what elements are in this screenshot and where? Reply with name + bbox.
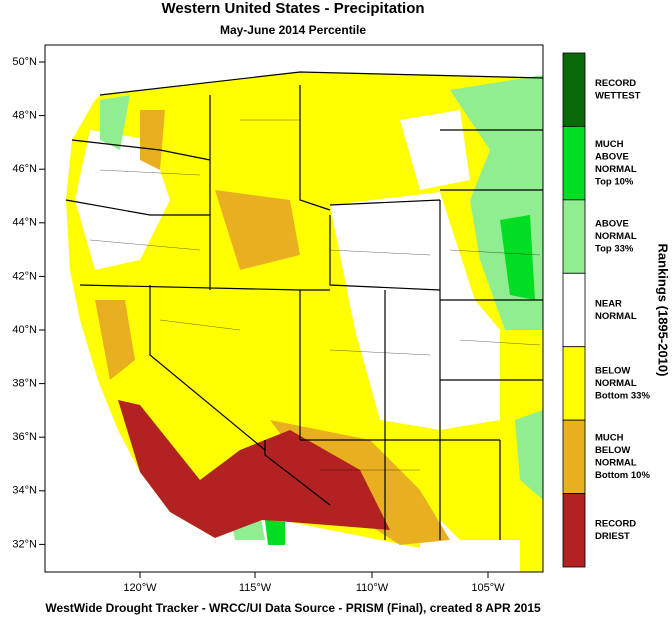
- footer: WestWide Drought Tracker - WRCC/UI Data …: [45, 601, 541, 615]
- legend-swatch: [562, 272, 586, 348]
- legend-label: BELOW: [595, 365, 630, 376]
- legend-label: RECORD: [595, 78, 636, 89]
- lat-label: 32°N: [12, 538, 37, 550]
- lon-label: 115°W: [239, 582, 272, 594]
- subtitle: May-June 2014 Percentile: [220, 23, 366, 37]
- lat-label: 34°N: [12, 485, 37, 497]
- longitude-axis: 120°W 115°W 110°W 105°W: [123, 572, 505, 594]
- legend-label: Bottom 33%: [595, 390, 650, 401]
- lat-label: 50°N: [12, 56, 37, 68]
- title: Western United States - Precipitation: [161, 0, 424, 17]
- legend-label: NORMAL: [595, 311, 637, 322]
- lat-label: 38°N: [12, 378, 37, 390]
- legend-label: Top 33%: [595, 244, 634, 255]
- latitude-axis: 50°N 48°N 46°N 44°N 42°N 40°N 38°N 36°N 34°N 32°N: [12, 56, 45, 550]
- legend-label: DRIEST: [595, 531, 630, 542]
- lat-label: 44°N: [12, 217, 37, 229]
- lon-label: 105°W: [471, 582, 505, 594]
- legend-label: RECORD: [595, 519, 636, 530]
- legend-label: MUCH: [595, 433, 624, 444]
- legend-label: WETTEST: [595, 90, 641, 101]
- legend-swatch: [562, 52, 586, 127]
- lon-label: 110°W: [356, 582, 389, 594]
- legend-label: NEAR: [595, 298, 622, 309]
- legend-swatch: [562, 199, 586, 274]
- legend-label: MUCH: [595, 139, 624, 150]
- legend-label: NORMAL: [595, 458, 637, 469]
- legend-label: NORMAL: [595, 378, 637, 389]
- lon-label: 120°W: [123, 582, 157, 594]
- lat-label: 40°N: [12, 324, 37, 336]
- legend-title: Rankings (1895-2010): [656, 244, 671, 377]
- lat-label: 42°N: [12, 270, 37, 282]
- legend-swatch: [562, 493, 586, 568]
- lat-label: 48°N: [12, 110, 37, 122]
- legend-label: BELOW: [595, 445, 630, 456]
- map-body: [44, 44, 544, 573]
- legend-swatch: [562, 419, 586, 494]
- legend-label: NORMAL: [595, 164, 637, 175]
- legend-label: ABOVE: [595, 219, 629, 230]
- legend-label: Top 10%: [595, 176, 634, 187]
- legend-swatch: [562, 126, 586, 201]
- lat-label: 36°N: [12, 431, 37, 443]
- legend-swatch: [562, 346, 586, 421]
- legend-label: NORMAL: [595, 231, 637, 242]
- lat-label: 46°N: [12, 163, 37, 175]
- legend-label: ABOVE: [595, 151, 629, 162]
- legend-label: Bottom 10%: [595, 470, 650, 481]
